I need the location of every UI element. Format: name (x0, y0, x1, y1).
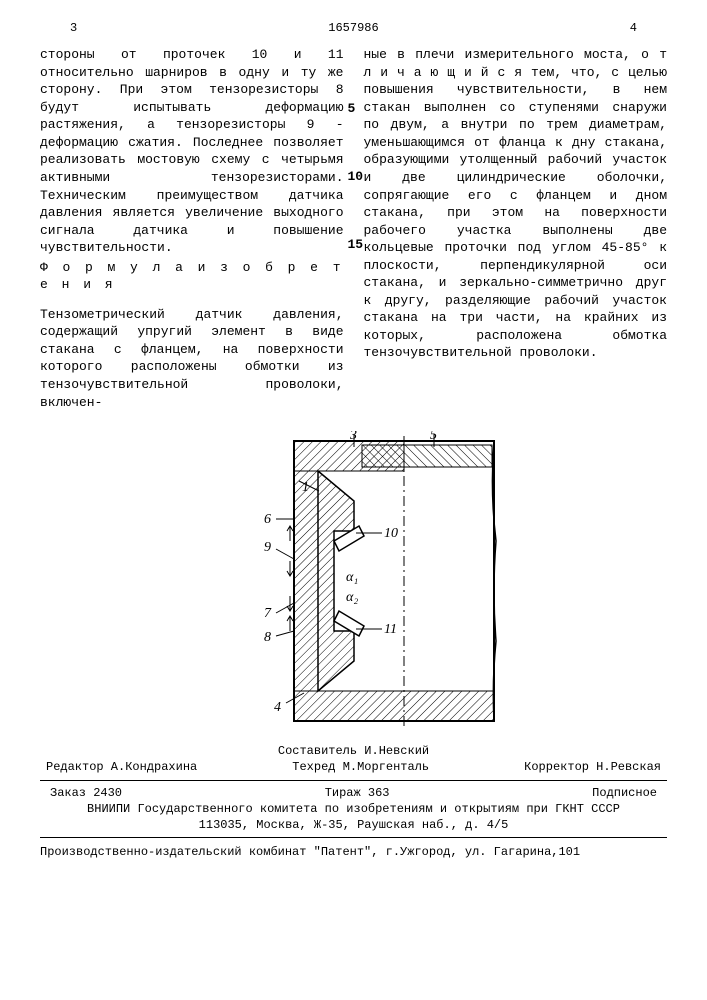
divider-2 (40, 837, 667, 838)
page-number-right: 4 (630, 20, 637, 36)
fig-angle-alpha1: α₁ (346, 570, 358, 585)
left-paragraph-1: стороны от проточек 10 и 11 относительно… (40, 46, 344, 257)
fig-label-4: 4 (274, 700, 281, 715)
fig-label-1: 1 (302, 480, 309, 495)
fig-label-3: 3 (349, 431, 357, 443)
fig-label-9: 9 (264, 540, 271, 555)
line-marker-5: 5 (348, 100, 356, 118)
corrector-credit: Корректор Н.Ревская (524, 759, 661, 775)
order-tirazh: Тираж 363 (325, 785, 390, 801)
order-sign: Подписное (592, 785, 657, 801)
editor-credit: Редактор А.Кондрахина (46, 759, 197, 775)
fig-label-11: 11 (384, 622, 397, 637)
tech-credit: Техред М.Моргенталь (292, 759, 429, 775)
left-column: стороны от проточек 10 и 11 относительно… (40, 46, 344, 413)
line-marker-10: 10 (348, 168, 364, 186)
fig-label-6: 6 (264, 512, 271, 527)
right-paragraph-1: ные в плечи измерительного моста, о т л … (364, 46, 668, 362)
right-column: ные в плечи измерительного моста, о т л … (364, 46, 668, 413)
document-number: 1657986 (328, 20, 378, 36)
order-block: Заказ 2430 Тираж 363 Подписное ВНИИПИ Го… (40, 785, 667, 834)
left-paragraph-2: Тензометрический датчик давления, содерж… (40, 306, 344, 411)
figure-area: 1 3 5 6 9 7 8 4 10 11 α₁ α₂ (40, 431, 667, 731)
order-org: ВНИИПИ Государственного комитета по изоб… (40, 801, 667, 817)
fig-label-8: 8 (264, 630, 271, 645)
order-zakaz: Заказ 2430 (50, 785, 122, 801)
divider-1 (40, 780, 667, 781)
technical-drawing: 1 3 5 6 9 7 8 4 10 11 α₁ α₂ (204, 431, 504, 731)
page-header: 3 1657986 4 (40, 20, 667, 36)
fig-label-5: 5 (430, 431, 437, 443)
compiler-line: Составитель И.Невский (40, 743, 667, 759)
page-number-left: 3 (70, 20, 77, 36)
order-address: 113035, Москва, Ж-35, Раушская наб., д. … (40, 817, 667, 833)
page: 3 1657986 4 5 10 15 стороны от проточек … (0, 0, 707, 1000)
fig-label-7: 7 (264, 606, 272, 621)
fig-angle-alpha2: α₂ (346, 590, 358, 605)
footer-publisher: Производственно-издательский комбинат "П… (40, 844, 667, 860)
credits-row: Редактор А.Кондрахина Техред М.Моргентал… (40, 759, 667, 775)
formula-title: Ф о р м у л а и з о б р е т е н и я (40, 259, 344, 294)
fig-label-10: 10 (384, 526, 398, 541)
line-marker-15: 15 (348, 236, 364, 254)
